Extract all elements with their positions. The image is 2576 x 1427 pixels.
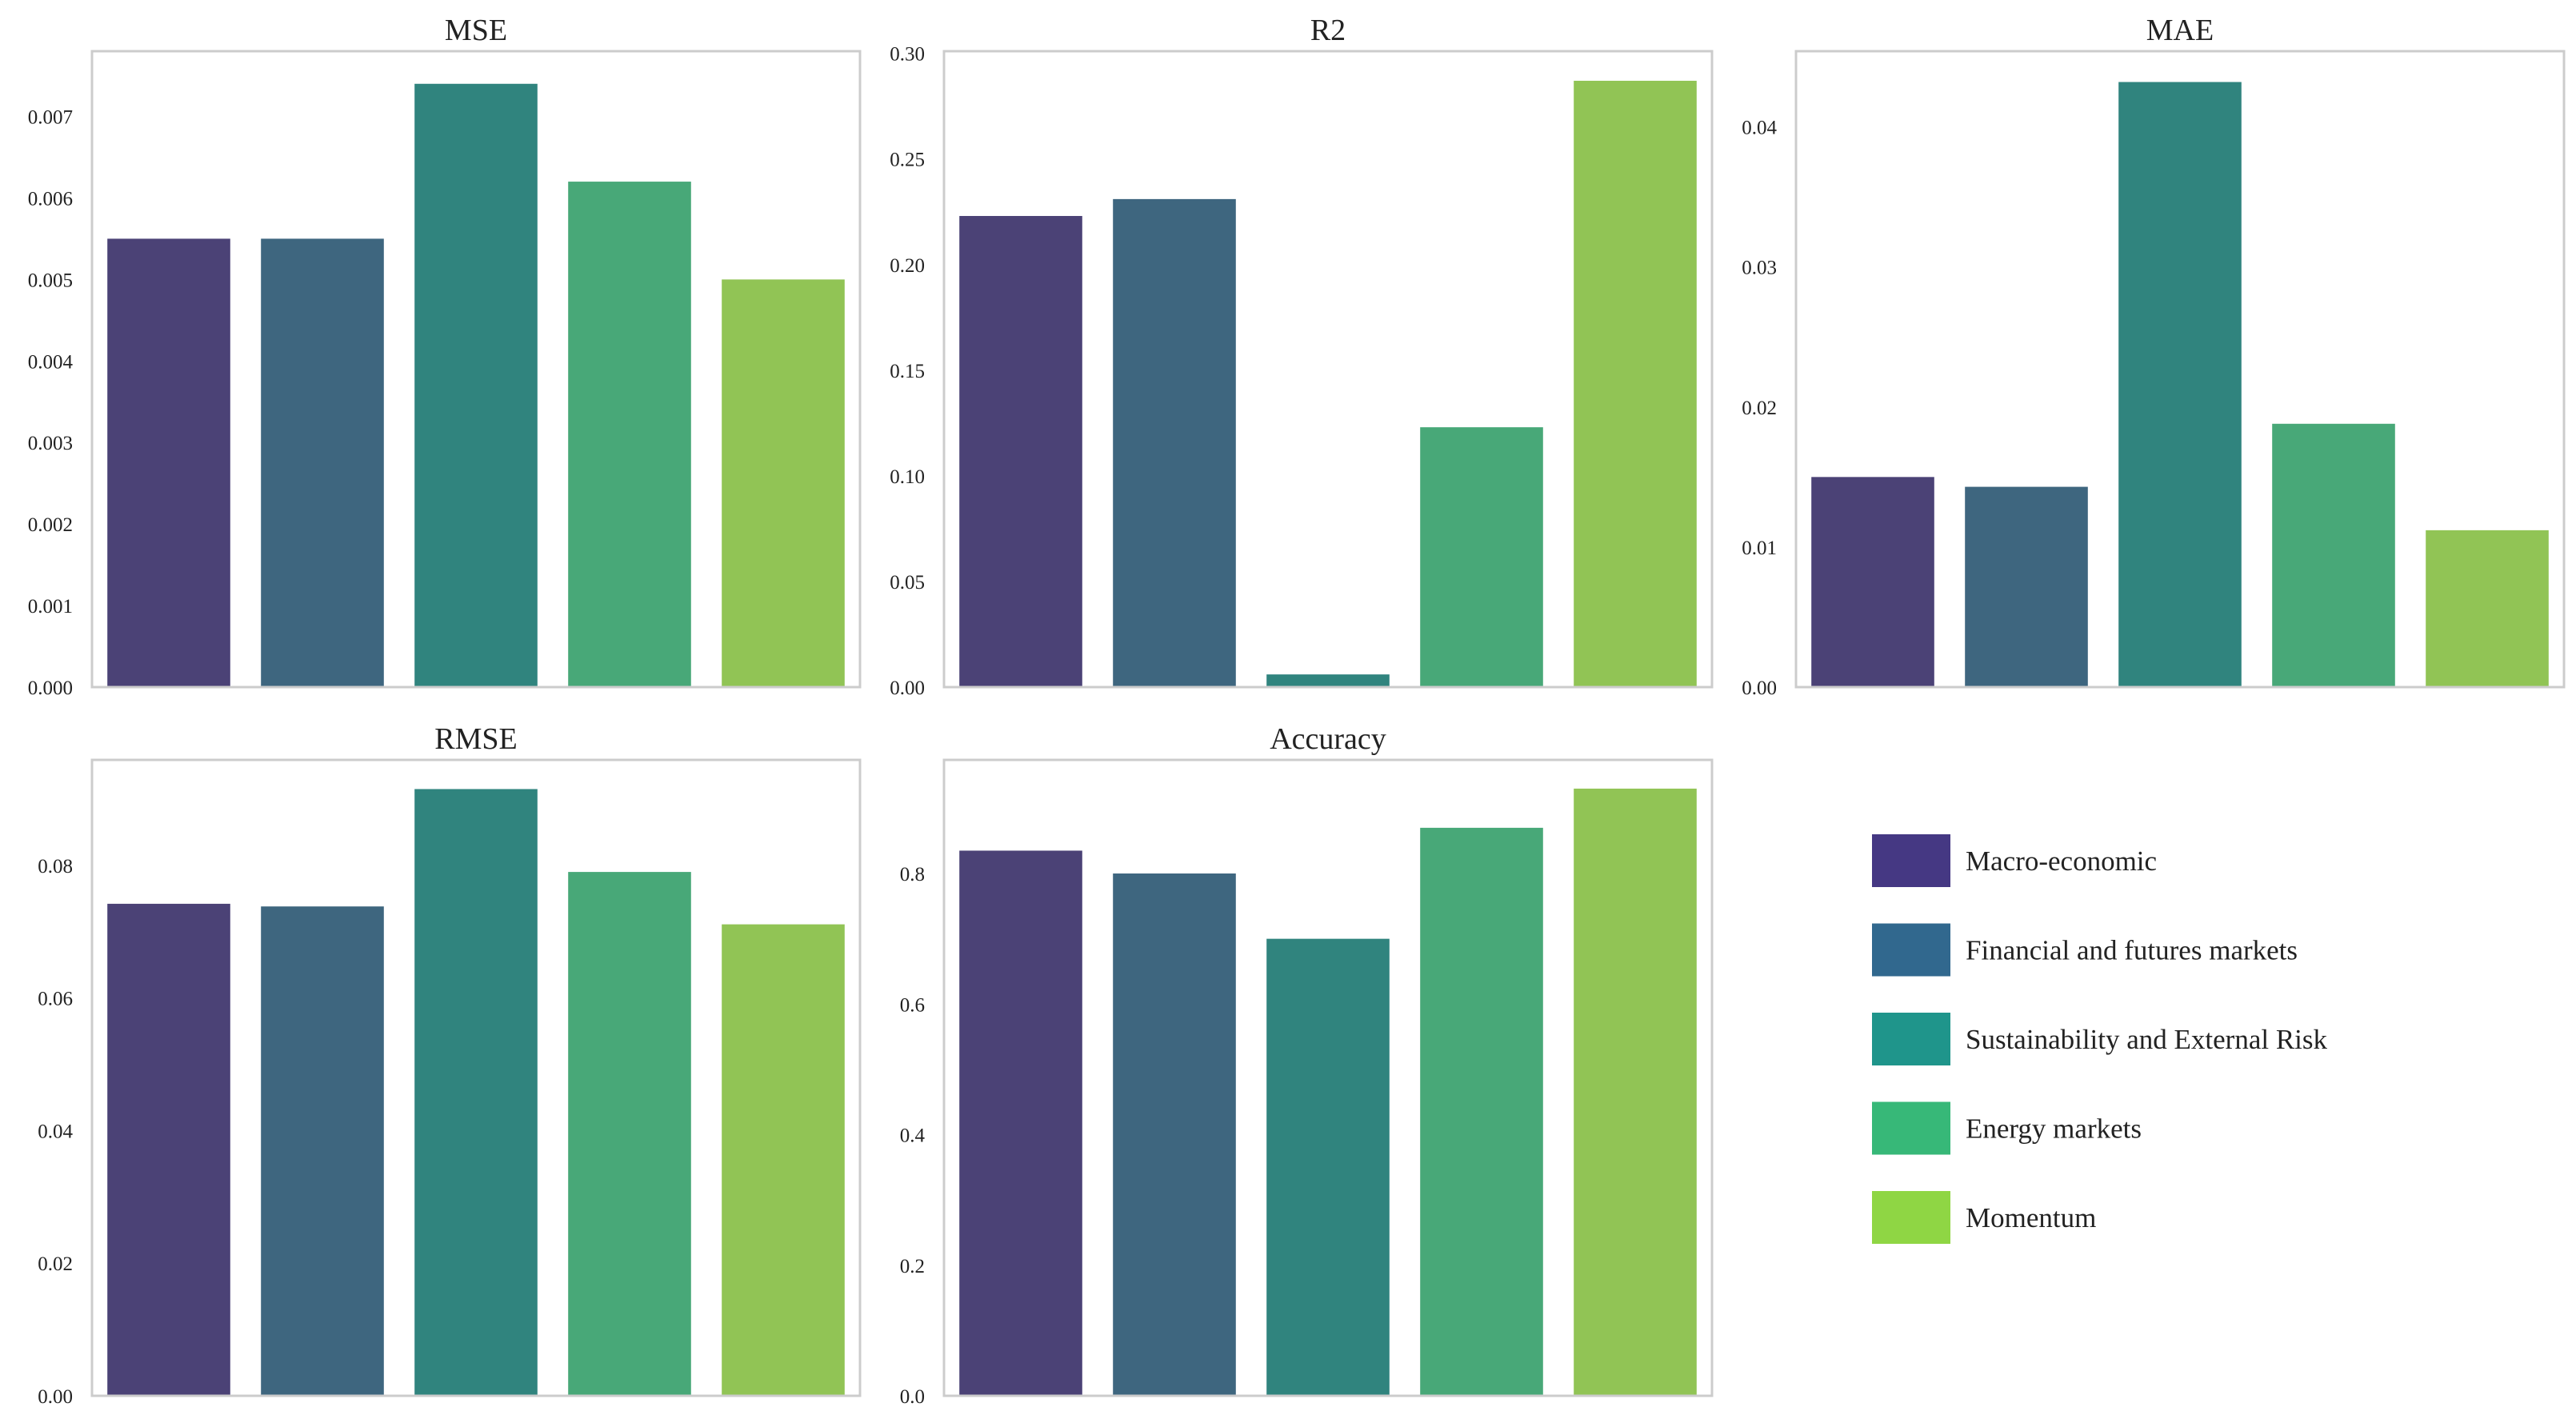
mse-ytick-label: 0.002 (28, 514, 73, 536)
mse-bar-sustainability-and-external-risk (414, 83, 538, 688)
rmse-ytick-label: 0.04 (38, 1121, 73, 1142)
legend: Macro-economic Financial and futures mark… (1872, 834, 2328, 1244)
rmse-title: RMSE (434, 722, 517, 756)
accuracy-bar-sustainability-and-external-risk (1266, 938, 1390, 1396)
r2-ytick-label: 0.05 (890, 572, 925, 594)
accuracy-bar-energy-markets (1420, 827, 1543, 1396)
rmse-bar-financial-and-futures-markets (261, 906, 384, 1396)
r2-plot-frame (942, 50, 1714, 689)
r2-bar-sustainability-and-external-risk (1266, 674, 1390, 687)
legend-swatch (1872, 1191, 1950, 1244)
accuracy-ytick-label: 0.8 (900, 864, 925, 885)
r2-ytick-label: 0.20 (890, 255, 925, 277)
mse-plot-frame (90, 50, 862, 689)
mae-ytick-label: 0.01 (1742, 538, 1777, 559)
mse-ytick-label: 0.000 (28, 678, 73, 699)
rmse-ytick-label: 0.00 (38, 1386, 73, 1408)
legend-swatch (1872, 1101, 1950, 1155)
mae-ytick-label: 0.04 (1742, 118, 1777, 139)
mae-bar-macro-economic (1811, 477, 1934, 687)
accuracy-title: Accuracy (1270, 722, 1386, 756)
mae-panel: MAE 0.00 0.01 0.02 0.03 0.04 (1742, 14, 2566, 699)
mse-bar-momentum (722, 279, 845, 687)
legend-label: Energy markets (1966, 1113, 2142, 1145)
rmse-panel: RMSE 0.00 0.02 0.04 0.06 0.08 (38, 722, 862, 1408)
r2-ytick-label: 0.30 (890, 44, 925, 66)
r2-bar-macro-economic (959, 216, 1082, 687)
mse-ytick-label: 0.006 (28, 188, 73, 210)
legend-item-financial-and-futures-markets: Financial and futures markets (1872, 923, 2298, 977)
mae-bar-momentum (2426, 530, 2549, 687)
r2-panel: R2 0.00 0.05 0.10 0.15 0.20 0.25 0.30 (890, 14, 1714, 699)
accuracy-bar-macro-economic (959, 850, 1082, 1396)
mae-ytick-label: 0.02 (1742, 398, 1777, 419)
mse-ytick-label: 0.007 (28, 107, 73, 129)
mse-ytick-label: 0.001 (28, 596, 73, 618)
r2-ytick-label: 0.15 (890, 361, 925, 382)
mae-ytick-label: 0.03 (1742, 258, 1777, 279)
legend-label: Momentum (1966, 1202, 2096, 1233)
accuracy-ytick-label: 0.0 (900, 1386, 925, 1408)
mae-title: MAE (2146, 14, 2214, 47)
legend-item-macro-economic: Macro-economic (1872, 834, 2157, 887)
rmse-bar-energy-markets (568, 872, 691, 1396)
rmse-ytick-label: 0.08 (38, 856, 73, 877)
accuracy-panel: Accuracy 0.0 0.2 0.4 0.6 0.8 (900, 722, 1714, 1408)
legend-label: Sustainability and External Risk (1966, 1024, 2328, 1055)
accuracy-ytick-label: 0.6 (900, 994, 925, 1016)
r2-ytick-label: 0.00 (890, 678, 925, 699)
mae-plot-frame (1794, 50, 2566, 689)
mse-ytick-label: 0.004 (28, 351, 74, 373)
rmse-ytick-label: 0.02 (38, 1253, 73, 1275)
mse-ytick-label: 0.005 (28, 270, 73, 291)
legend-label: Macro-economic (1966, 845, 2157, 877)
mse-bar-energy-markets (568, 182, 691, 688)
r2-ytick-label: 0.10 (890, 466, 925, 488)
legend-swatch (1872, 834, 1950, 887)
legend-swatch (1872, 923, 1950, 977)
rmse-bar-macro-economic (107, 903, 230, 1396)
accuracy-ytick-label: 0.2 (900, 1256, 925, 1277)
mse-ytick-label: 0.003 (28, 433, 73, 454)
mse-bar-financial-and-futures-markets (261, 238, 384, 687)
mae-bar-energy-markets (2272, 423, 2395, 687)
r2-bar-financial-and-futures-markets (1113, 198, 1236, 687)
legend-item-sustainability-and-external-risk: Sustainability and External Risk (1872, 1013, 2328, 1065)
accuracy-plot-frame (942, 758, 1714, 1397)
accuracy-ytick-label: 0.4 (900, 1125, 926, 1147)
r2-bar-energy-markets (1420, 427, 1543, 687)
legend-item-momentum: Momentum (1872, 1191, 2096, 1244)
mse-bar-macro-economic (107, 238, 230, 687)
rmse-bar-momentum (722, 924, 845, 1396)
r2-bar-momentum (1574, 80, 1697, 687)
legend-swatch (1872, 1013, 1950, 1065)
mae-bar-financial-and-futures-markets (1965, 486, 2088, 687)
mse-panel: MSE 0.000 0.001 0.002 0.003 0.004 0.005 0.006 0.… (28, 14, 862, 699)
rmse-ytick-label: 0.06 (38, 989, 73, 1010)
r2-ytick-label: 0.25 (890, 150, 925, 171)
mae-ytick-label: 0.00 (1742, 678, 1777, 699)
r2-title: R2 (1310, 14, 1346, 47)
legend-item-energy-markets: Energy markets (1872, 1101, 2142, 1155)
mse-title: MSE (445, 14, 507, 47)
mae-bar-sustainability-and-external-risk (2118, 82, 2242, 687)
rmse-bar-sustainability-and-external-risk (414, 789, 538, 1396)
legend-label: Financial and futures markets (1966, 935, 2298, 966)
accuracy-bar-momentum (1574, 788, 1697, 1396)
accuracy-bar-financial-and-futures-markets (1113, 873, 1236, 1396)
rmse-plot-frame (90, 758, 862, 1397)
